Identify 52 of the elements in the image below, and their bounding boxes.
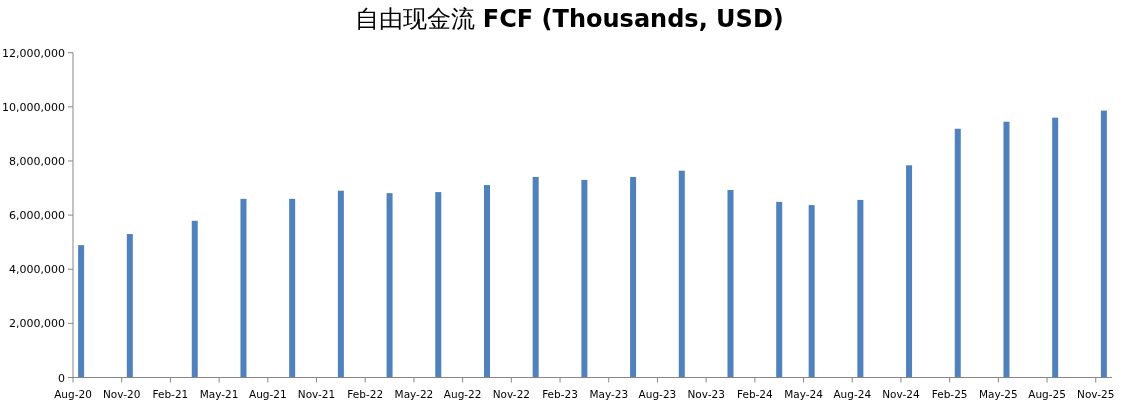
x-tick-label: Aug-23 [638, 387, 677, 400]
x-tick-label: Feb-21 [152, 387, 189, 400]
y-tick-label: 12,000,000 [2, 46, 65, 60]
x-tick-label: Aug-25 [1028, 387, 1066, 400]
x-tick-label: May-25 [979, 387, 1018, 400]
bar [678, 170, 685, 378]
x-tick-label: Nov-21 [297, 387, 336, 400]
y-tick-label: 0 [58, 371, 65, 385]
y-tick-label: 2,000,000 [9, 317, 65, 331]
bar [386, 193, 393, 378]
chart-title: 自由现金流 FCF (Thousands, USD) [355, 5, 784, 33]
bar [1052, 117, 1059, 378]
x-tick-label: May-21 [199, 387, 239, 400]
x-tick-label: Aug-22 [443, 387, 482, 400]
x-tick-label: Aug-21 [248, 387, 287, 400]
bar [857, 199, 864, 378]
y-tick-label: 4,000,000 [9, 263, 65, 277]
bar [1100, 110, 1107, 378]
bar [630, 176, 637, 378]
bar [1003, 121, 1010, 378]
bar [776, 201, 783, 378]
x-tick-label: May-23 [589, 387, 629, 400]
y-tick-label: 8,000,000 [9, 154, 65, 168]
x-tick-label: Nov-25 [1077, 387, 1115, 400]
bar [954, 128, 961, 378]
x-tick-label: May-24 [784, 387, 824, 400]
bar [78, 245, 85, 378]
x-tick-label: Feb-24 [736, 387, 774, 400]
x-tick-label: Nov-23 [687, 387, 725, 400]
x-tick-label: Aug-24 [833, 387, 872, 400]
bar [191, 220, 198, 378]
bar [532, 176, 539, 378]
bar [808, 205, 815, 378]
bar [435, 192, 442, 378]
x-tick-label: Nov-22 [492, 387, 531, 400]
bar [581, 179, 588, 378]
bar [289, 198, 296, 378]
bar [906, 165, 913, 378]
bar [337, 190, 344, 378]
y-tick-label: 10,000,000 [2, 100, 65, 114]
x-tick-label: Nov-20 [103, 387, 141, 400]
bar [727, 189, 734, 378]
bar [483, 185, 490, 378]
x-tick-label: Feb-22 [347, 387, 384, 400]
y-tick-label: 6,000,000 [9, 209, 65, 223]
x-tick-label: Nov-24 [882, 387, 920, 400]
bar [126, 234, 133, 378]
x-tick-label: Feb-25 [931, 387, 968, 400]
x-tick-label: Aug-20 [54, 387, 92, 400]
x-tick-label: May-22 [394, 387, 434, 400]
bar [240, 198, 247, 378]
x-tick-label: Feb-23 [542, 387, 578, 400]
